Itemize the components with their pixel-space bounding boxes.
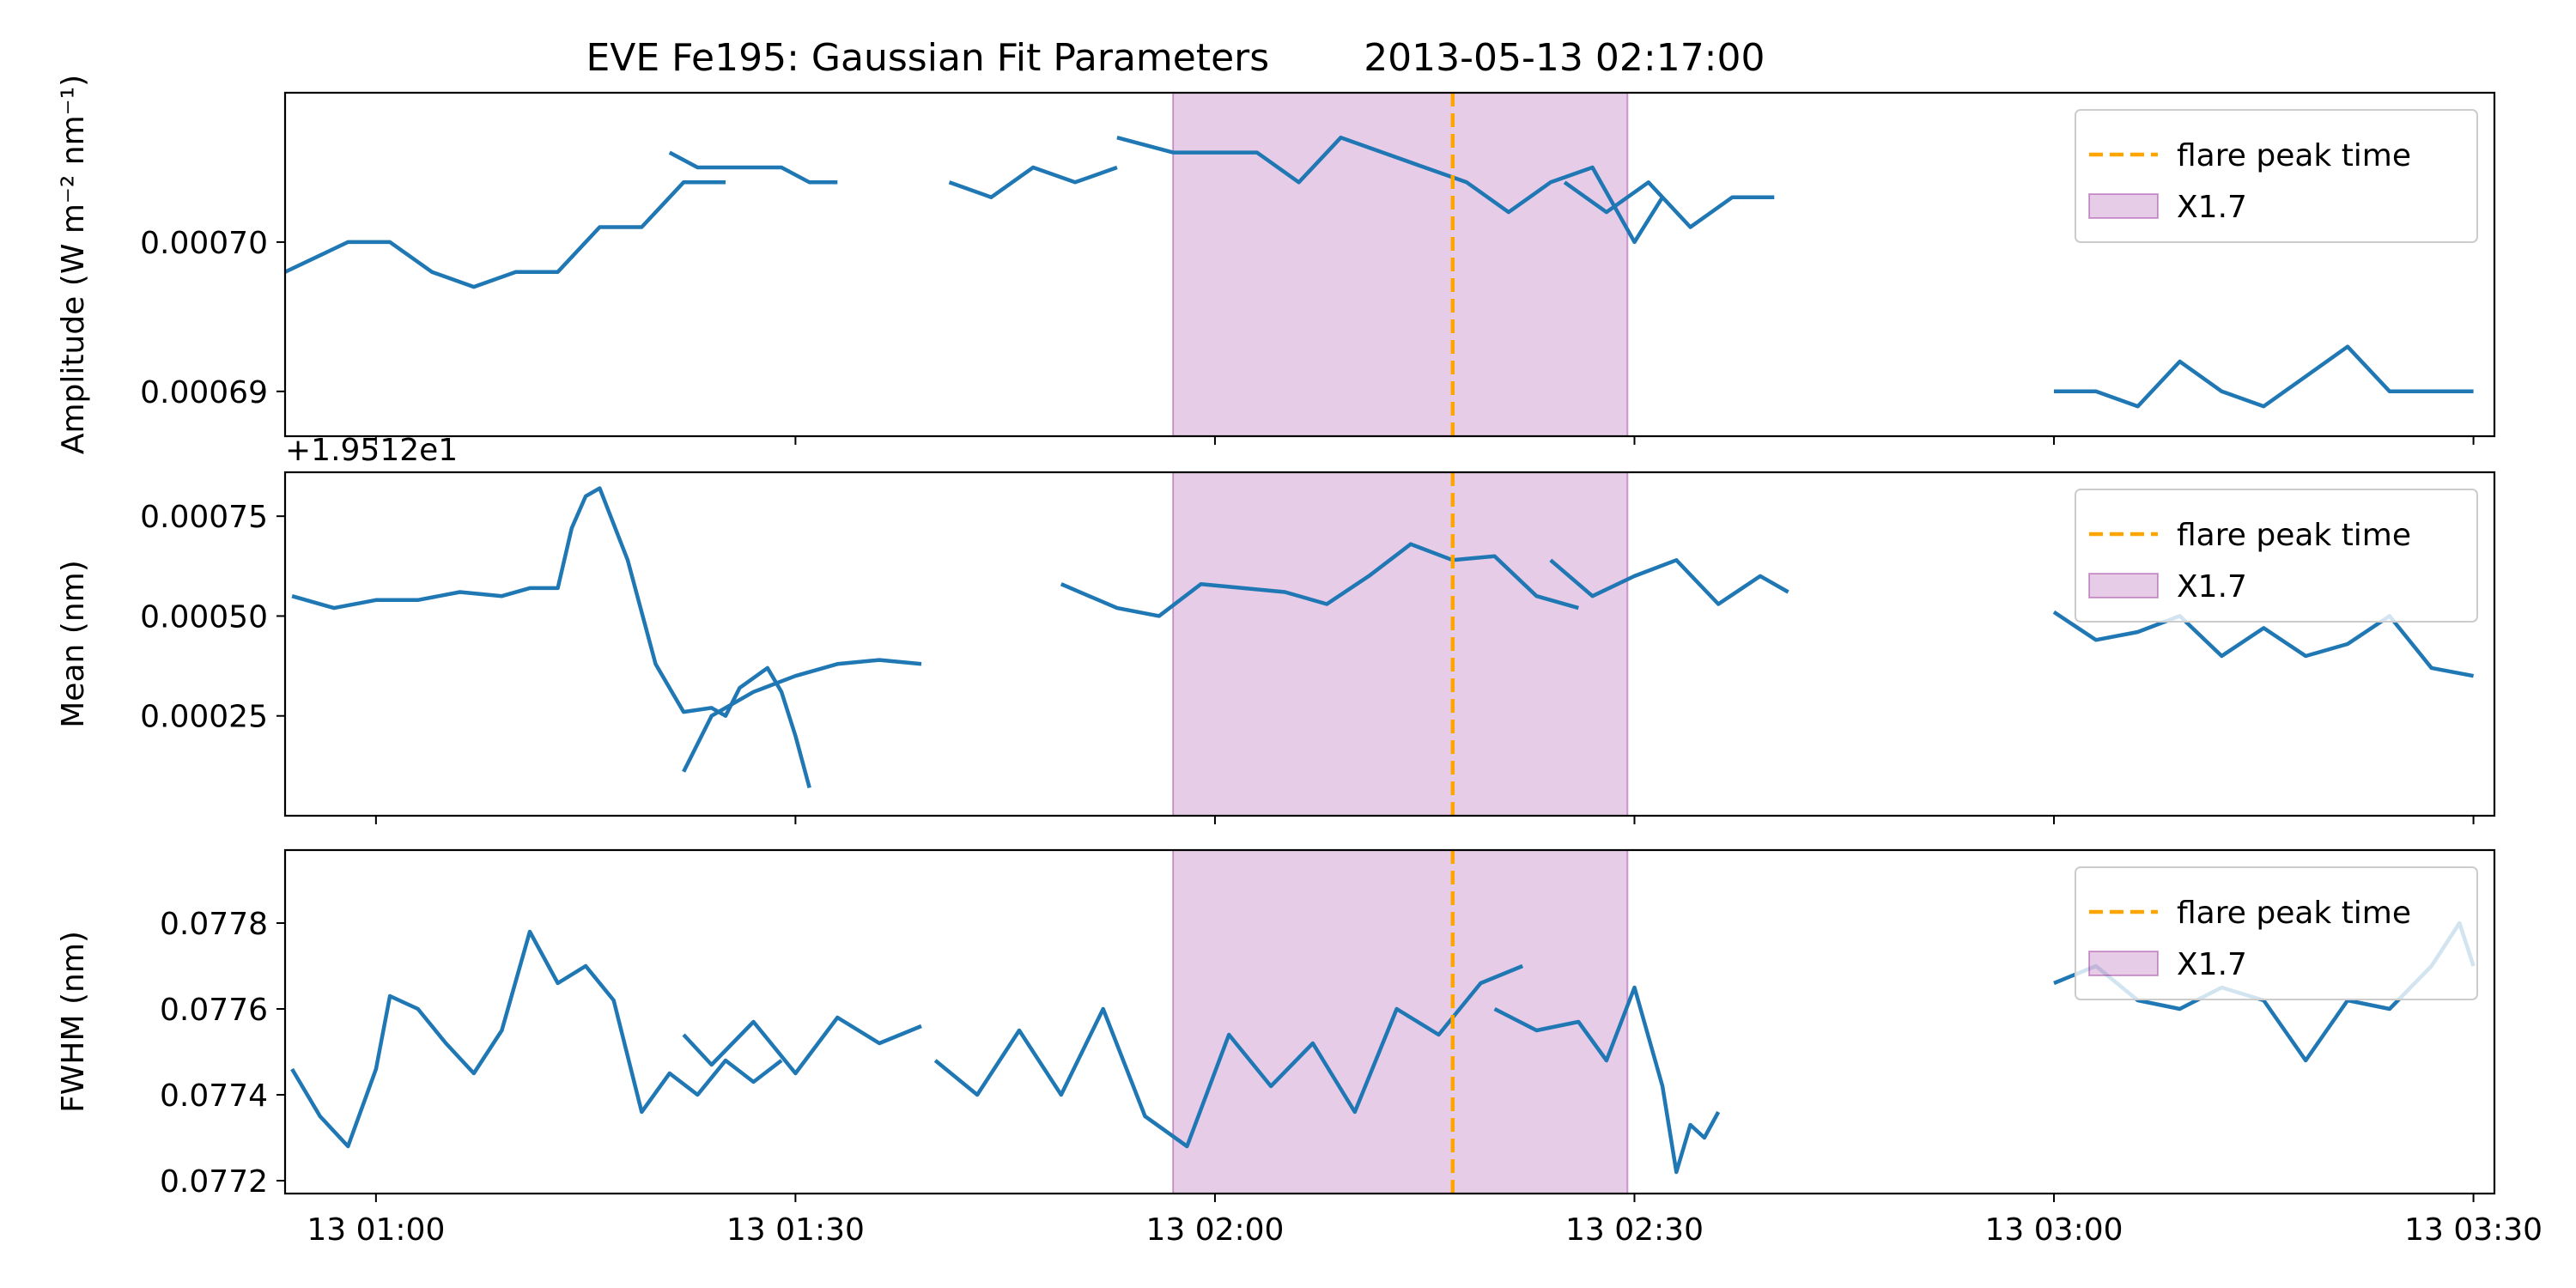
y-tick-label: 0.0778 [160,907,268,942]
y-tick-label: 0.0774 [160,1078,268,1114]
legend-label: X1.7 [2177,569,2247,605]
series-line-segment-3 [948,165,1118,199]
series-line-segment-4 [1493,985,1721,1175]
series-line-segment-4 [1116,135,1665,245]
axes-frame [283,848,2496,1195]
y-tick-label: 0.00070 [140,226,268,261]
panel-mean: 0.00025 0.00050 0.00075 Mean (nm) +1.9512e1 f… [56,433,2496,824]
y-tick-label: 0.00069 [140,375,268,410]
series-line-segment-6 [2054,344,2474,409]
series-line-segment-4 [1549,558,1789,606]
flare-span [1172,471,1629,817]
title-main: EVE Fe195: Gaussian Fit Parameters [586,36,1269,80]
y-tick-label: 0.0776 [160,993,268,1028]
series-line-segment-1 [291,486,811,788]
series-line-segment-1 [285,180,726,289]
legend-span-swatch [2088,573,2159,598]
flare-span [1172,849,1629,1194]
legend-span-swatch [2088,951,2159,976]
series-line-segment-1 [290,929,783,1149]
x-tick-label: 13 02:30 [1565,1212,1704,1248]
panel-fwhm: 0.0772 0.0774 0.0776 0.0778 13 01:00 13 01:30… [56,848,2543,1248]
x-tick-label: 13 01:00 [307,1212,445,1248]
panel-amplitude: 0.00069 0.00070 Amplitude (W m⁻² nm⁻¹) flar… [56,75,2496,454]
legend-label: X1.7 [2177,190,2247,225]
axes-frame [283,471,2496,817]
y-axis-label: FWHM (nm) [56,931,91,1113]
x-tick-label: 13 03:30 [2404,1212,2543,1248]
series-line-segment-2 [668,150,838,185]
y-axis-label: Amplitude (W m⁻² nm⁻¹) [56,75,91,454]
series-line-segment-5 [2052,610,2475,678]
legend-span-swatch [2088,193,2159,219]
legend-label: flare peak time [2177,896,2411,931]
y-tick-label: 0.00075 [140,500,268,535]
legend-label: X1.7 [2177,947,2247,982]
legend: flare peak time X1.7 [2075,109,2478,243]
y-axis-label: Mean (nm) [56,560,91,728]
y-tick-label: 0.00025 [140,700,268,735]
x-tick-label: 13 03:00 [1985,1212,2123,1248]
legend-box [2075,866,2478,1000]
series-line-segment-2 [682,1015,922,1076]
series-line-segment-3 [1060,542,1579,618]
y-tick-label: 0.0772 [160,1164,268,1200]
x-tick-label: 13 01:30 [726,1212,865,1248]
panels: 0.00069 0.00070 Amplitude (W m⁻² nm⁻¹) flar… [56,75,2543,1248]
legend: flare peak time X1.7 [2075,489,2478,623]
offset-label: +1.9512e1 [285,433,458,468]
legend-label: flare peak time [2177,518,2411,553]
legend-label: flare peak time [2177,138,2411,173]
x-tick-label: 13 02:00 [1145,1212,1284,1248]
y-tick-label: 0.00050 [140,599,268,635]
figure-title: EVE Fe195: Gaussian Fit Parameters 2013-0… [526,36,1801,80]
flare-span [1172,92,1629,437]
series-line-segment-5 [1563,180,1775,229]
title-timestamp: 2013-05-13 02:17:00 [1364,36,1765,80]
axes-frame [283,91,2496,438]
legend: flare peak time X1.7 [2075,866,2478,1000]
series-line-segment-2 [682,658,922,773]
legend-box [2075,109,2478,243]
series-line-segment-3 [933,963,1524,1149]
legend-box [2075,489,2478,623]
